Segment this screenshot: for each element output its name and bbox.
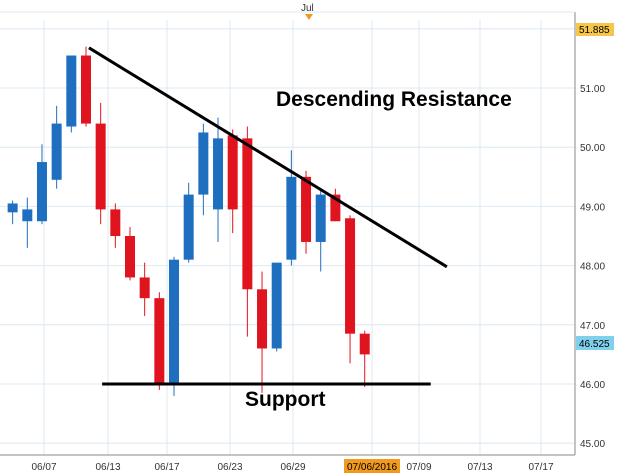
candle-body	[227, 135, 238, 210]
candle	[22, 197, 33, 248]
candle-body	[359, 333, 370, 355]
candle-body	[242, 138, 253, 290]
resistance-label: Descending Resistance	[276, 88, 512, 111]
candle	[271, 262, 282, 352]
candle	[51, 105, 62, 189]
candle	[286, 150, 297, 266]
y-tick-label: 48.00	[580, 262, 605, 273]
candle-body	[51, 123, 62, 180]
candle-body	[7, 203, 18, 213]
trend-lines	[88, 46, 448, 386]
x-tick-label: 06/07	[31, 462, 56, 473]
candle	[213, 117, 224, 242]
month-marker: Jul	[301, 3, 314, 14]
candle-body	[183, 194, 194, 260]
candle-body	[198, 132, 209, 195]
candles	[7, 46, 370, 396]
candle	[154, 292, 165, 390]
candle	[139, 262, 150, 316]
high-price-badge	[576, 23, 614, 36]
candle	[110, 203, 121, 248]
x-tick-label: 06/23	[217, 462, 242, 473]
last-price-text: 46.525	[579, 339, 610, 350]
candle-body	[301, 176, 312, 242]
y-tick-label: 49.00	[580, 202, 605, 213]
axes: 45.0046.0047.0048.0049.0050.0051.0052.00…	[0, 11, 605, 473]
x-tick-label: 06/13	[95, 462, 120, 473]
high-price-text: 51.885	[579, 25, 610, 36]
candle-body	[213, 138, 224, 210]
price-badges: 51.885 46.525 07/06/2016 Jul	[301, 3, 614, 473]
candle	[125, 227, 135, 281]
candle-body	[66, 55, 77, 127]
candle	[95, 102, 106, 225]
candle-body	[80, 55, 91, 124]
candle-body	[36, 162, 47, 222]
y-tick-label: 47.00	[580, 321, 605, 332]
candle-body	[22, 209, 33, 222]
month-marker-arrow	[305, 14, 313, 20]
candle	[7, 200, 18, 225]
candle	[330, 188, 341, 222]
date-badge	[344, 459, 400, 473]
y-tick-label: 51.00	[580, 84, 605, 95]
y-tick-label: 45.00	[580, 439, 605, 450]
candle	[183, 182, 194, 263]
candle-body	[286, 176, 297, 260]
candle	[359, 330, 370, 387]
candle-body	[330, 194, 341, 222]
candle-body	[139, 277, 150, 299]
candle-body	[315, 194, 326, 242]
last-price-badge	[576, 336, 614, 350]
candle-body	[154, 298, 165, 384]
candle	[301, 170, 312, 254]
candle	[345, 215, 356, 364]
x-tick-label: 06/29	[280, 462, 305, 473]
candle	[257, 271, 268, 393]
y-tick-label: 46.00	[580, 380, 605, 391]
date-badge-text: 07/06/2016	[347, 462, 397, 473]
x-tick-label: 07/09	[406, 462, 431, 473]
candle	[169, 256, 180, 396]
support-label: Support	[245, 388, 325, 411]
labels: Descending Resistance Support	[245, 88, 512, 411]
candle	[198, 123, 209, 216]
candle-body	[110, 209, 121, 237]
x-tick-label: 06/17	[154, 462, 179, 473]
candle	[36, 144, 47, 225]
candle-body	[271, 262, 282, 349]
x-tick-label: 07/13	[467, 462, 492, 473]
candle	[242, 126, 253, 337]
candle-body	[95, 123, 106, 210]
x-tick-label: 07/17	[528, 462, 553, 473]
candle-body	[169, 259, 180, 384]
candle-body	[345, 218, 356, 334]
candle-body	[257, 289, 268, 349]
resistance-line	[88, 46, 448, 269]
y-tick-label: 50.00	[580, 143, 605, 154]
candle-body	[125, 236, 135, 278]
candle	[315, 188, 326, 272]
candle	[66, 55, 77, 133]
candle	[80, 46, 91, 127]
candle	[227, 129, 238, 234]
